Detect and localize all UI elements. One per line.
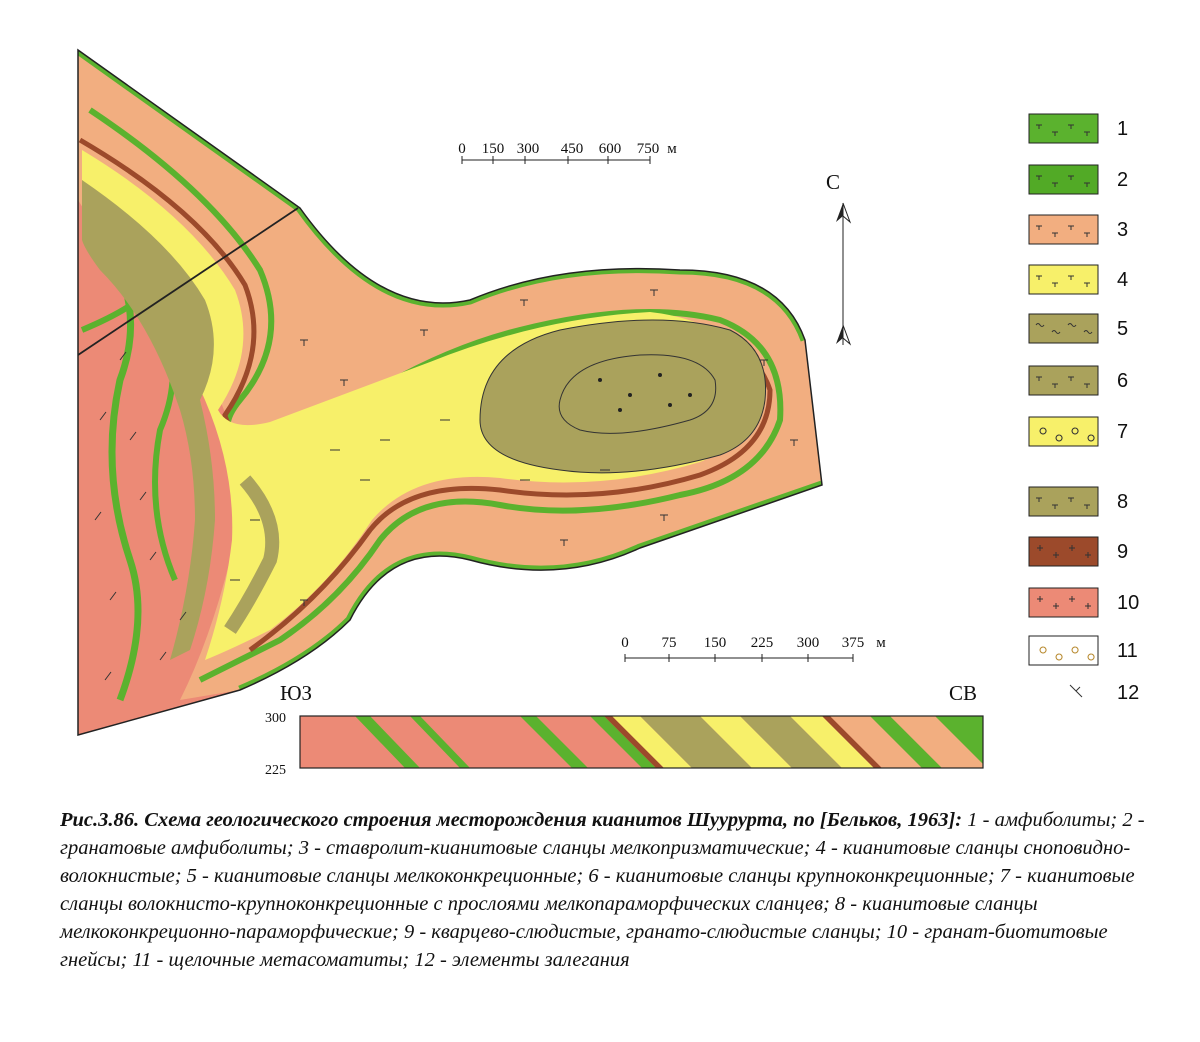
- scale-top-tick: 0: [458, 141, 466, 157]
- legend-number: 12: [1117, 682, 1139, 704]
- map-outline: [77, 48, 823, 736]
- legend-pattern: [1036, 225, 1090, 237]
- scale-bottom-tick: 75: [662, 635, 677, 651]
- legend-item-12: 12: [1069, 682, 1139, 704]
- legend-swatch: [1028, 113, 1099, 144]
- legend-number: 7: [1117, 421, 1128, 443]
- scale-bar-bottom: 0 75 150 225 300 375 м: [621, 635, 886, 662]
- legend-item-3: 3: [1028, 214, 1128, 245]
- gneiss-symbols: [94, 351, 187, 681]
- core-symbols: [598, 373, 692, 412]
- north-label: С: [826, 170, 840, 194]
- legend-pattern: [1037, 545, 1091, 558]
- legend-pattern: [1036, 124, 1090, 136]
- legend-number: 9: [1117, 541, 1128, 563]
- legend-number: 5: [1117, 318, 1128, 340]
- scale-top-tick: 150: [482, 141, 505, 157]
- scale-top-unit: м: [667, 141, 677, 157]
- section-right-label: СВ: [949, 681, 977, 705]
- kyanite-schist-olive-west: [82, 180, 215, 660]
- legend-pattern: [1036, 497, 1090, 509]
- legend-pattern: [1036, 175, 1090, 187]
- kyanite-schist-core: [479, 319, 767, 474]
- amphibolite-band: [88, 107, 784, 683]
- section-left-label: ЮЗ: [280, 681, 312, 705]
- legend-swatch: [1028, 536, 1099, 567]
- legend-item-1: 1: [1028, 113, 1128, 144]
- legend-pattern: [1037, 596, 1091, 609]
- legend-swatch: [1028, 264, 1099, 295]
- legend-pattern: [1036, 376, 1090, 388]
- section-strata: [300, 716, 983, 768]
- legend-pattern: [1039, 427, 1095, 442]
- legend-item-6: 6: [1028, 365, 1128, 396]
- geologic-map: 0 150 300 450 600 750 м С 0 75 150 225 3…: [77, 48, 1139, 778]
- legend-swatch: [1028, 214, 1099, 245]
- scale-bottom-tick: 375: [842, 635, 865, 651]
- section-elev-bottom: 225: [265, 763, 286, 778]
- legend-swatch: [1028, 365, 1099, 396]
- legend-item-2: 2: [1028, 164, 1128, 195]
- legend-pattern: [1039, 646, 1095, 661]
- caption-title: Рис.3.86. Схема геологического строения …: [60, 809, 963, 831]
- legend-swatch: [1028, 635, 1099, 666]
- legend-number: 3: [1117, 219, 1128, 241]
- legend-item-5: 5: [1028, 313, 1128, 344]
- kyanite-schist-yellow: [82, 150, 760, 660]
- yellow-symbols: [230, 419, 610, 581]
- scale-bottom-tick: 150: [704, 635, 727, 651]
- fault-line: [77, 207, 299, 356]
- kyanite-schist-olive-fold: [224, 475, 280, 634]
- legend-number: 6: [1117, 370, 1128, 392]
- scale-top-tick: 750: [637, 141, 660, 157]
- north-arrow: С: [826, 170, 852, 346]
- legend-item-8: 8: [1028, 486, 1128, 517]
- core-contour: [558, 354, 717, 434]
- legend-item-9: 9: [1028, 536, 1128, 567]
- legend-item-7: 7: [1028, 416, 1128, 447]
- legend-pattern: [1035, 323, 1093, 334]
- legend-number: 4: [1117, 269, 1128, 291]
- scale-bottom-tick: 225: [751, 635, 774, 651]
- legend-number: 11: [1117, 640, 1138, 662]
- scale-bottom-tick: 300: [797, 635, 820, 651]
- legend-item-10: 10: [1028, 587, 1139, 618]
- legend-number: 10: [1117, 592, 1139, 614]
- cross-section: ЮЗ СВ 300 225: [265, 681, 984, 778]
- legend-number: 2: [1117, 169, 1128, 191]
- legend-item-4: 4: [1028, 264, 1128, 295]
- scale-top-tick: 450: [561, 141, 584, 157]
- legend-number: 8: [1117, 491, 1128, 513]
- legend-pattern: [1036, 275, 1090, 287]
- strike-dip-symbol: [1069, 684, 1083, 698]
- legend-swatch: [1028, 164, 1099, 195]
- legend-item-11: 11: [1028, 635, 1138, 666]
- scale-bottom-unit: м: [876, 635, 886, 651]
- scale-bottom-tick: 0: [621, 635, 629, 651]
- legend-number: 1: [1117, 118, 1128, 140]
- figure-caption: Рис.3.86. Схема геологического строения …: [60, 806, 1170, 974]
- scale-top-tick: 600: [599, 141, 622, 157]
- legend-swatch: [1028, 587, 1099, 618]
- scale-bar-top: 0 150 300 450 600 750 м: [458, 141, 677, 164]
- caption-body: 1 - амфиболиты; 2 - гранатовые амфиболит…: [60, 809, 1145, 971]
- legend-swatch: [1028, 486, 1099, 517]
- legend-swatch: [1028, 313, 1099, 344]
- scale-top-tick: 300: [517, 141, 540, 157]
- legend-swatch: [1028, 416, 1099, 447]
- section-elev-top: 300: [265, 711, 286, 726]
